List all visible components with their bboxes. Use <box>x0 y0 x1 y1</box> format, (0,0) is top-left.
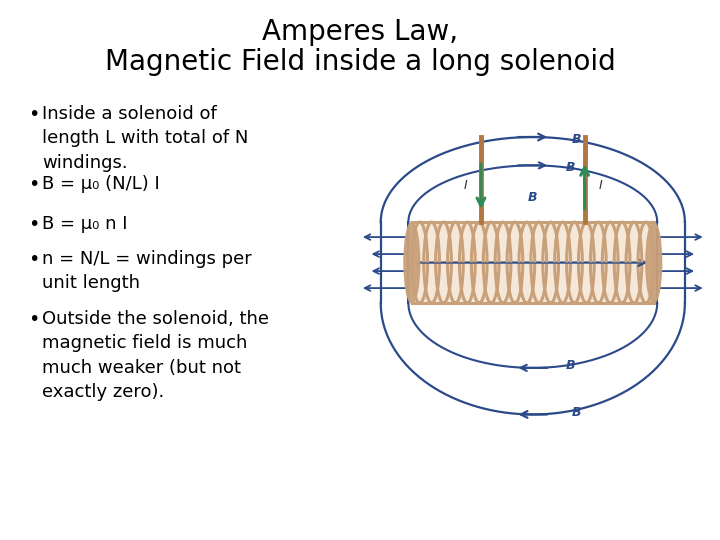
Text: n = N/L = windings per
unit length: n = N/L = windings per unit length <box>42 250 252 292</box>
Text: •: • <box>28 215 40 234</box>
Text: •: • <box>28 105 40 124</box>
Bar <box>412 222 654 303</box>
Text: I: I <box>598 179 602 192</box>
Text: B: B <box>571 406 581 419</box>
Text: B = μ₀ (N/L) I: B = μ₀ (N/L) I <box>42 175 160 193</box>
Text: •: • <box>28 175 40 194</box>
Ellipse shape <box>646 222 662 303</box>
Text: Inside a solenoid of
length L with total of N
windings.: Inside a solenoid of length L with total… <box>42 105 248 172</box>
Text: •: • <box>28 250 40 269</box>
Ellipse shape <box>404 222 420 303</box>
Text: B: B <box>566 161 575 174</box>
Text: B: B <box>571 132 581 146</box>
Text: B: B <box>566 359 575 373</box>
Text: B: B <box>528 191 538 204</box>
Text: B = μ₀ n I: B = μ₀ n I <box>42 215 127 233</box>
Text: Amperes Law,: Amperes Law, <box>262 18 458 46</box>
Text: •: • <box>28 310 40 329</box>
Text: Outside the solenoid, the
magnetic field is much
much weaker (but not
exactly ze: Outside the solenoid, the magnetic field… <box>42 310 269 401</box>
Text: I: I <box>464 179 467 192</box>
Text: Magnetic Field inside a long solenoid: Magnetic Field inside a long solenoid <box>104 48 616 76</box>
